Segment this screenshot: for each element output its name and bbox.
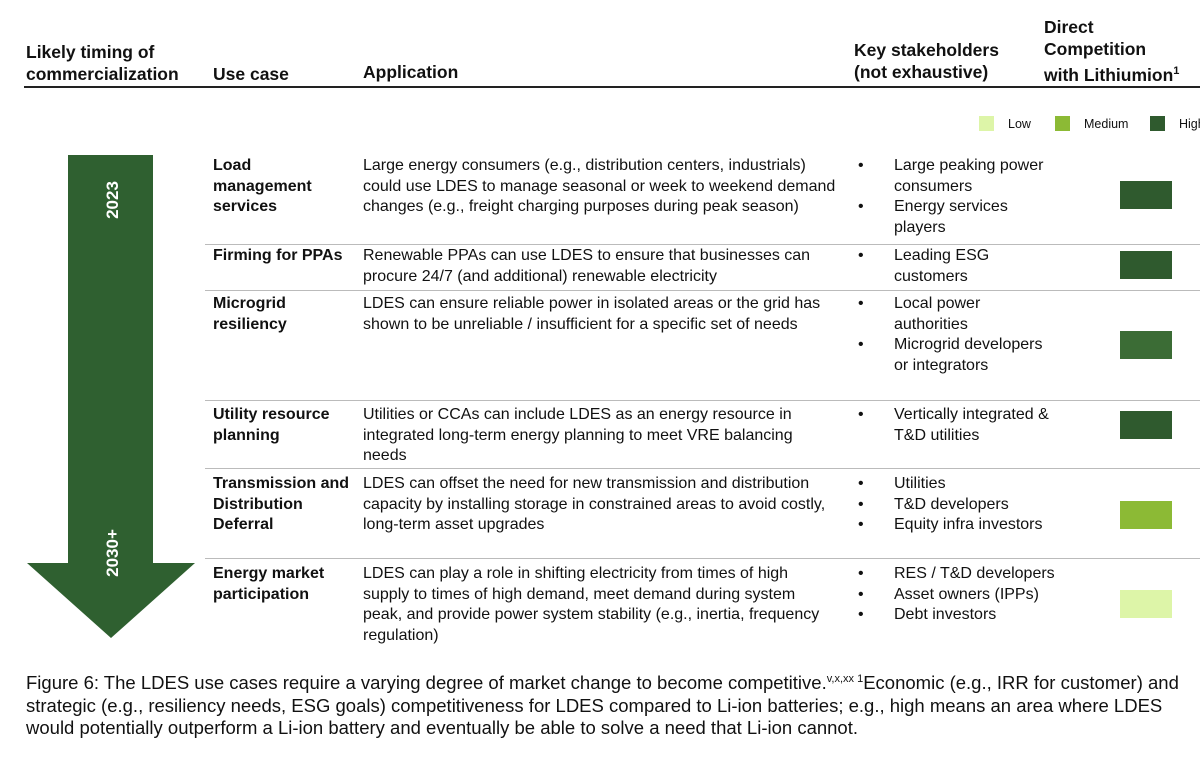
bullet-icon: • bbox=[858, 516, 864, 533]
stakeholders-list: • Leading ESG customers bbox=[858, 246, 1058, 287]
row-divider bbox=[205, 244, 1200, 245]
bullet-icon: • bbox=[858, 495, 864, 513]
use-case: Microgrid resiliency bbox=[213, 295, 287, 333]
stakeholders-list: • Large peaking power consumers • Energy se… bbox=[858, 156, 1058, 238]
application: LDES can offset the need for new transmi… bbox=[363, 475, 826, 533]
stakeholder-item: • Debt investors bbox=[858, 605, 1058, 626]
application: Utilities or CCAs can include LDES as an… bbox=[363, 406, 793, 464]
use-case: Utility resource planning bbox=[213, 406, 330, 444]
header-competition: Direct Competition with Lithiumion1 bbox=[1044, 17, 1180, 85]
use-case: Firming for PPAs bbox=[213, 247, 343, 264]
bullet-icon: • bbox=[858, 295, 864, 312]
use-case: Transmission and Distribution Deferral bbox=[213, 475, 350, 533]
stakeholders-list: • Local power authorities • Microgrid devel… bbox=[858, 294, 1058, 376]
bullet-icon: • bbox=[858, 247, 864, 264]
stakeholder-item: • RES / T&D developers bbox=[858, 564, 1058, 585]
legend-swatch bbox=[1055, 116, 1070, 131]
stakeholder-item: • T&D developers bbox=[858, 495, 1058, 516]
bullet-icon: • bbox=[858, 198, 864, 215]
stakeholder-item: • Local power authorities bbox=[858, 295, 981, 333]
row-divider bbox=[205, 290, 1200, 291]
application: Large energy consumers (e.g., distributi… bbox=[363, 157, 836, 215]
stakeholder-item: • Energy services players bbox=[858, 198, 1008, 236]
stakeholder-item: • Leading ESG customers bbox=[858, 247, 990, 285]
legend-swatch bbox=[1150, 116, 1165, 131]
bullet-icon: • bbox=[858, 606, 864, 623]
stakeholder-item: • Vertically integrated & T&D utilities bbox=[858, 406, 1049, 444]
legend-low: Low bbox=[979, 116, 1031, 131]
row-divider bbox=[205, 558, 1200, 559]
application: LDES can play a role in shifting electri… bbox=[363, 565, 820, 644]
timeline-arrow: 2023 2030+ bbox=[27, 155, 195, 638]
bullet-icon: • bbox=[858, 336, 864, 353]
legend-swatch bbox=[979, 116, 994, 131]
row-divider bbox=[205, 400, 1200, 401]
competition-level-indicator bbox=[1120, 181, 1172, 209]
bullet-icon: • bbox=[858, 585, 864, 603]
stakeholder-item: • Equity infra investors bbox=[858, 515, 1058, 536]
competition-level-indicator bbox=[1120, 251, 1172, 279]
stakeholders-list: • Utilities • T&D developers • Equity infra i… bbox=[858, 474, 1058, 536]
header-application: Application bbox=[363, 62, 459, 82]
application: LDES can ensure reliable power in isolat… bbox=[363, 295, 821, 333]
use-case: Energy market participation bbox=[213, 565, 325, 603]
figure-caption: Figure 6: The LDES use cases require a v… bbox=[26, 672, 1179, 739]
bullet-icon: • bbox=[858, 406, 864, 423]
row-divider bbox=[205, 468, 1200, 469]
header-divider bbox=[24, 86, 1200, 88]
bullet-icon: • bbox=[858, 475, 864, 492]
legend-medium: Medium bbox=[1055, 116, 1128, 131]
competition-level-indicator bbox=[1120, 590, 1172, 618]
legend-high: High bbox=[1150, 116, 1200, 131]
application: Renewable PPAs can use LDES to ensure th… bbox=[363, 247, 811, 285]
bullet-icon: • bbox=[858, 565, 864, 582]
stakeholder-item: • Asset owners (IPPs) bbox=[858, 585, 1058, 606]
stakeholder-item: • Microgrid developers or integrators bbox=[858, 336, 1043, 374]
header-use-case: Use case bbox=[213, 64, 289, 84]
bullet-icon: • bbox=[858, 157, 864, 174]
competition-level-indicator bbox=[1120, 501, 1172, 529]
competition-level-indicator bbox=[1120, 331, 1172, 359]
use-case: Load management services bbox=[213, 157, 312, 215]
stakeholder-item: • Utilities bbox=[858, 474, 1058, 495]
stakeholder-item: • Large peaking power consumers bbox=[858, 157, 1044, 195]
competition-level-indicator bbox=[1120, 411, 1172, 439]
header-timing: Likely timing of commercialization bbox=[26, 42, 179, 84]
stakeholders-list: • RES / T&D developers • Asset owners (IPPs… bbox=[858, 564, 1058, 626]
timeline-start-label: 2023 bbox=[103, 181, 122, 219]
stakeholders-list: • Vertically integrated & T&D utilities bbox=[858, 405, 1058, 446]
header-stakeholders: Key stakeholders (not exhaustive) bbox=[854, 40, 999, 82]
timeline-end-label: 2030+ bbox=[103, 529, 122, 577]
